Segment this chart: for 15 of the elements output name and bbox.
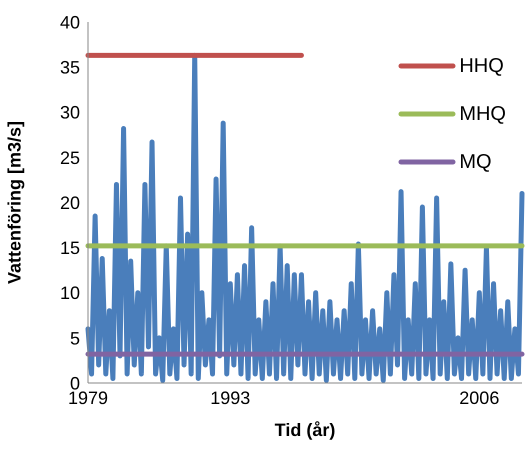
legend-label: HHQ <box>459 54 504 78</box>
legend-label: MHQ <box>459 102 506 126</box>
y-axis-title: Vattenföring [m3/s] <box>4 120 24 284</box>
y-tick-label: 10 <box>60 283 80 304</box>
x-tick-label: 1993 <box>210 388 250 408</box>
y-tick-label: 25 <box>60 148 80 168</box>
y-tick-label: 40 <box>60 12 80 32</box>
x-axis-title: Tid (år) <box>274 420 336 440</box>
y-tick-label: 30 <box>60 102 80 123</box>
y-tick-label: 20 <box>60 192 80 213</box>
y-tick-label: 35 <box>60 58 80 78</box>
x-tick-label: 2006 <box>459 388 500 408</box>
y-tick-label: 5 <box>70 328 80 348</box>
legend-label: MQ <box>459 150 492 174</box>
y-tick-label: 15 <box>60 238 80 258</box>
